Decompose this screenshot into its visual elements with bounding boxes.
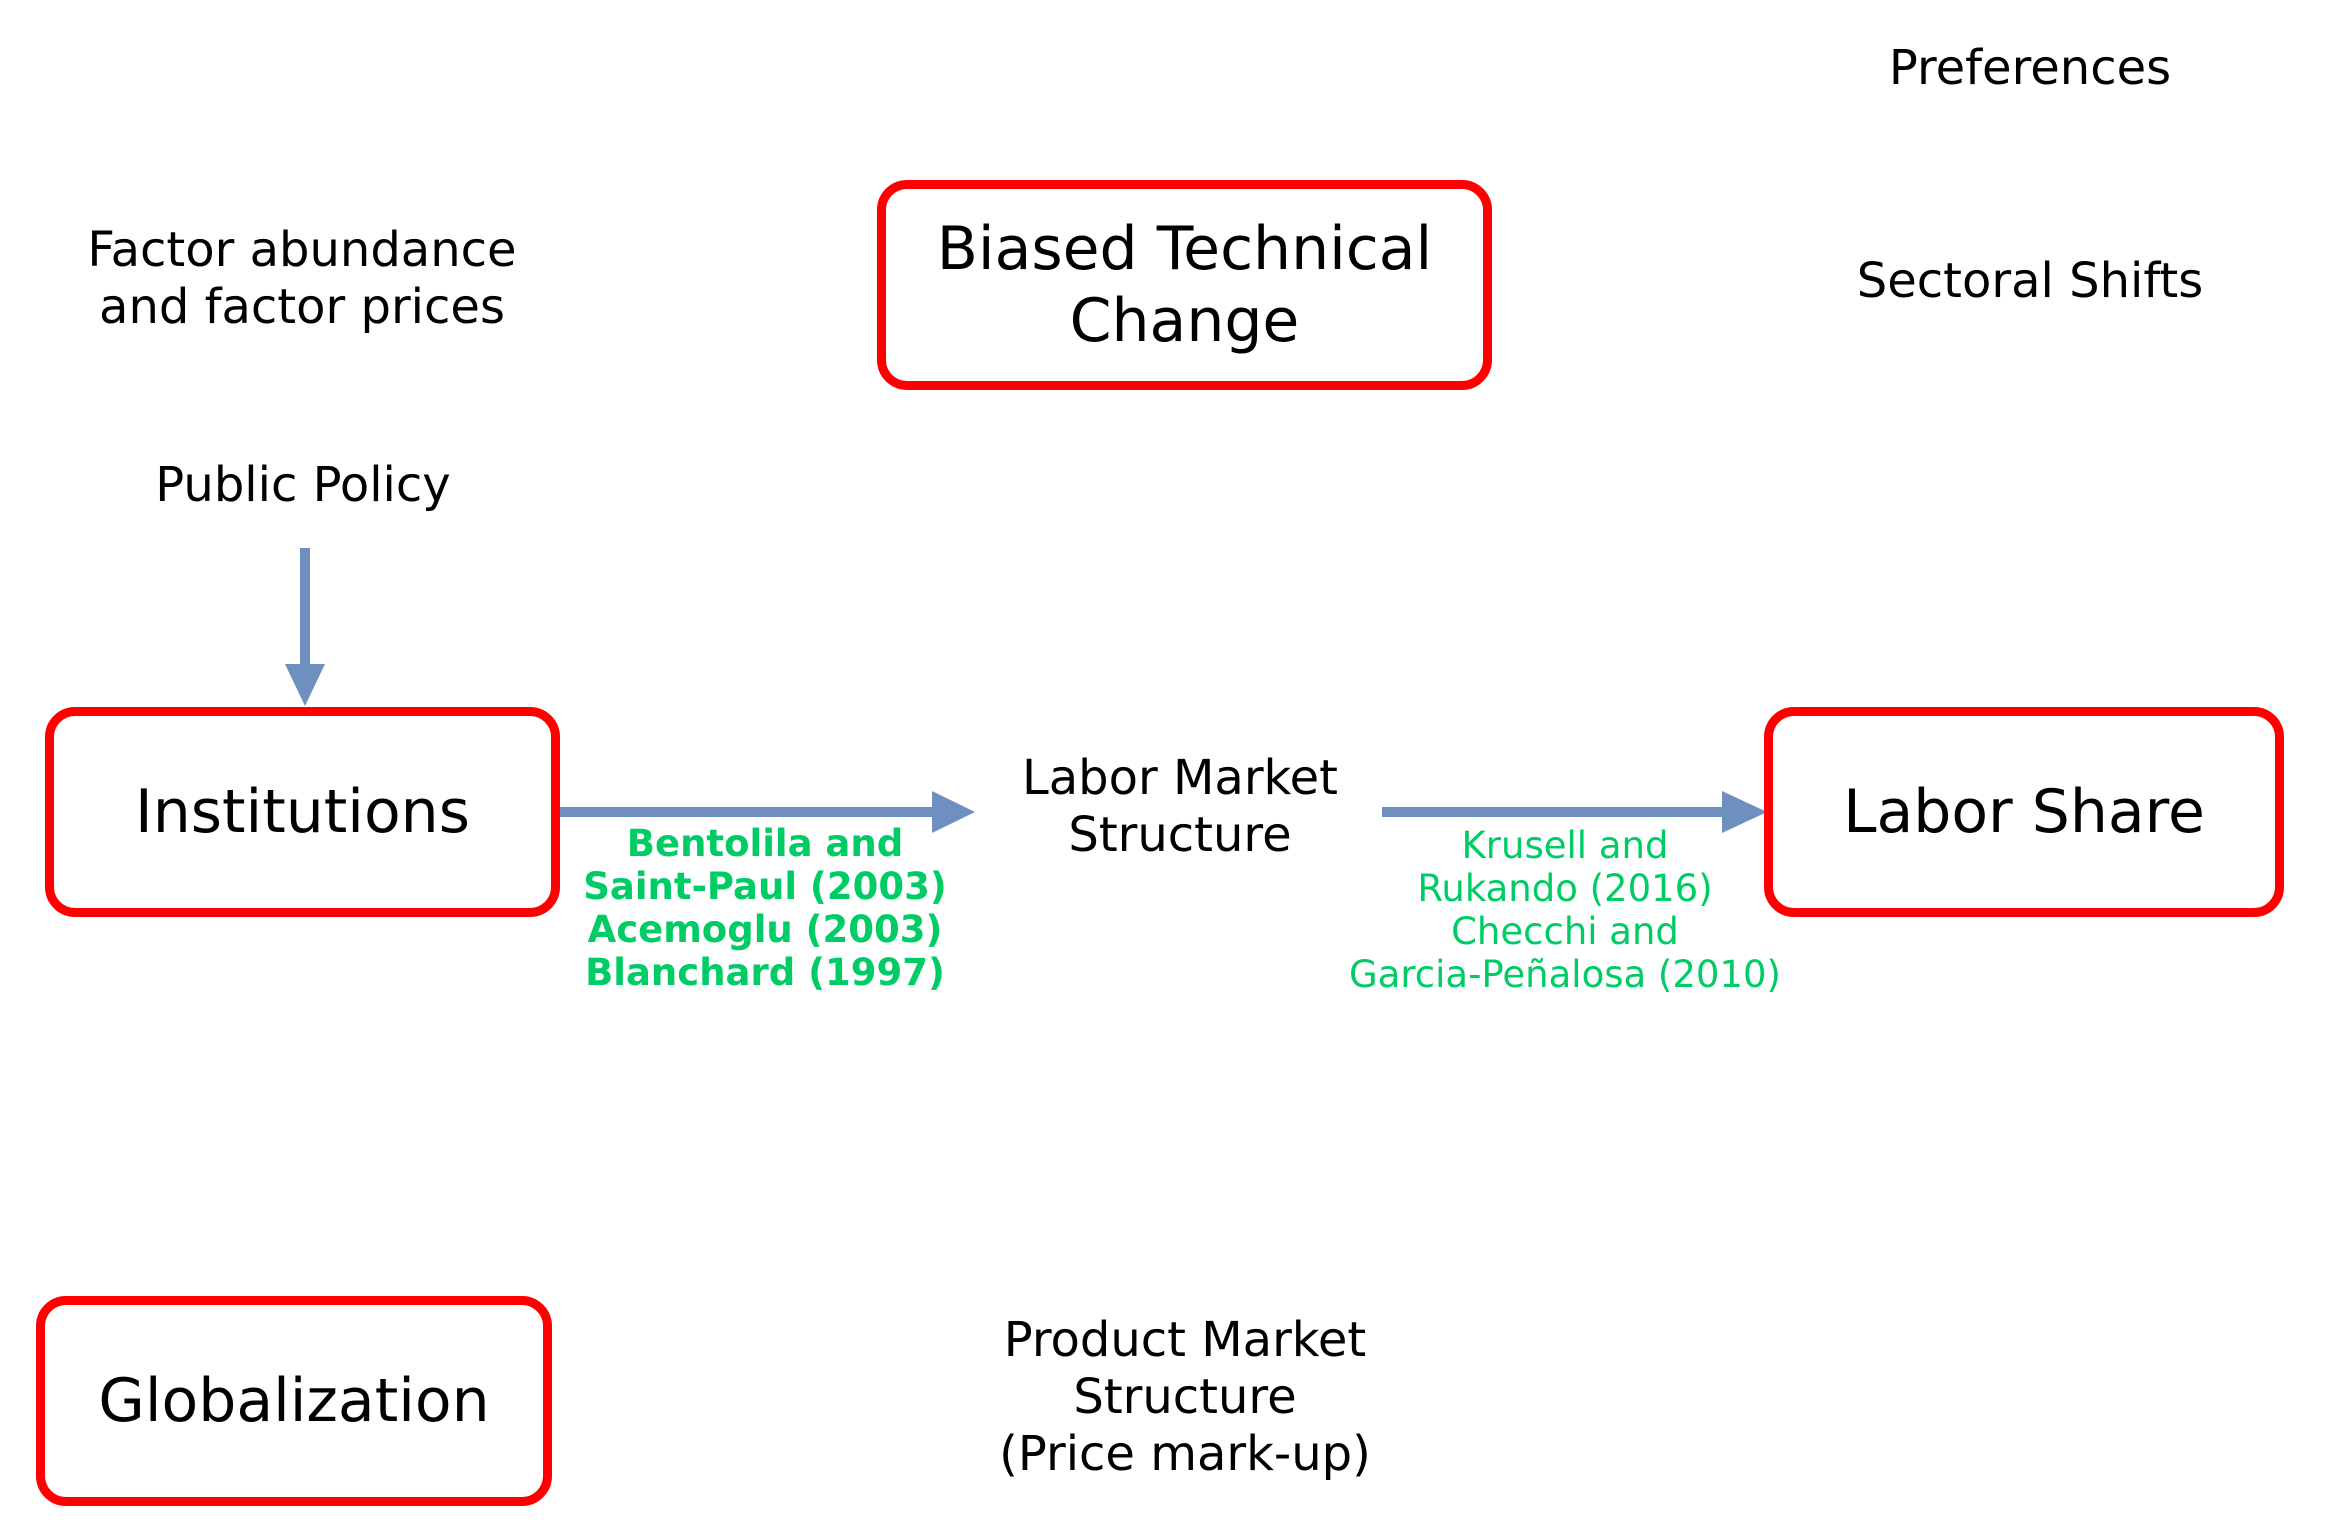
node-biased-technical-change: Biased Technical Change <box>877 180 1492 390</box>
node-globalization: Globalization <box>36 1296 552 1506</box>
node-institutions: Institutions <box>45 707 560 917</box>
arrow-public-policy-to-institutions <box>285 548 325 706</box>
node-globalization-label: Globalization <box>98 1366 490 1436</box>
reference-institutions-to-labor-market: Bentolila and Saint-Paul (2003) Acemoglu… <box>583 822 947 994</box>
label-labor-market-structure: Labor Market Structure <box>1022 750 1338 863</box>
node-biased-technical-change-label: Biased Technical Change <box>936 214 1433 356</box>
label-product-market-structure: Product Market Structure (Price mark-up) <box>999 1312 1371 1482</box>
node-labor-share-label: Labor Share <box>1843 777 2205 847</box>
label-preferences: Preferences <box>1888 40 2172 96</box>
arrow-labor-market-structure-to-labor-share <box>1382 791 1767 833</box>
arrow-institutions-to-labor-market-structure <box>556 791 975 833</box>
reference-labor-market-to-labor-share: Krusell and Rukando (2016) Checchi and G… <box>1349 824 1781 996</box>
node-institutions-label: Institutions <box>135 777 470 847</box>
node-labor-share: Labor Share <box>1764 707 2284 917</box>
label-factor-abundance: Factor abundance and factor prices <box>87 222 517 335</box>
label-sectoral-shifts: Sectoral Shifts <box>1856 253 2204 309</box>
label-public-policy: Public Policy <box>155 457 451 513</box>
